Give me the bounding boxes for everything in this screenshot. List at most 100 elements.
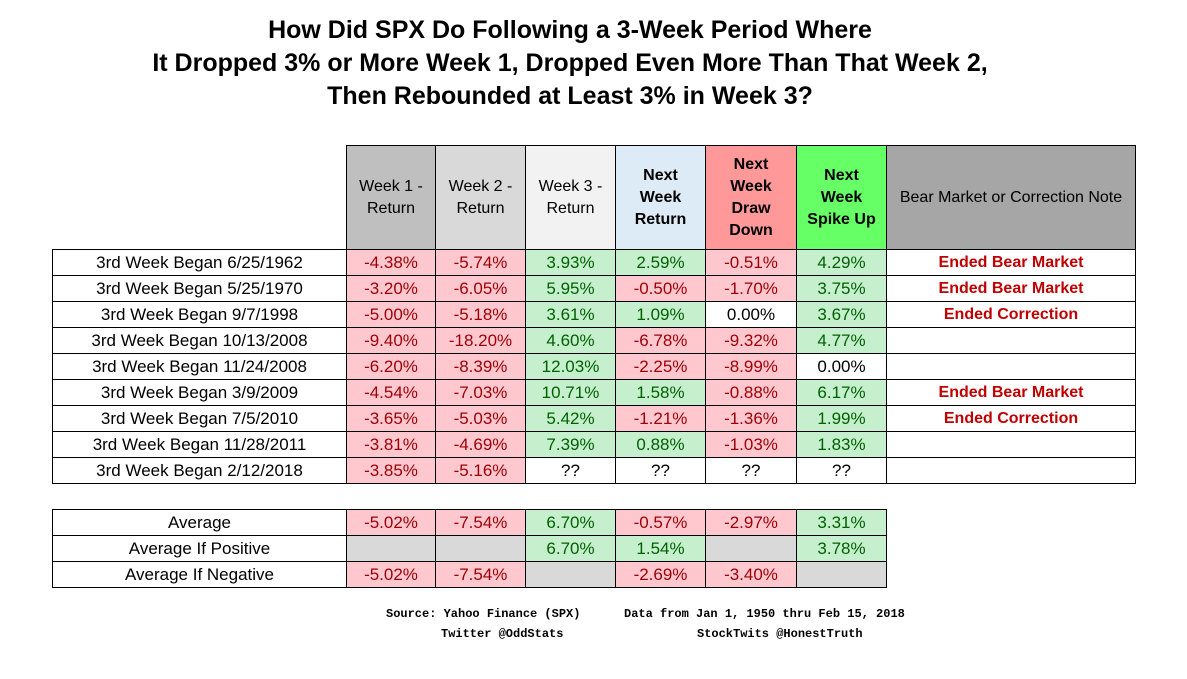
column-header-line: Down [729, 221, 773, 239]
row-label: Average [52, 509, 347, 536]
value-cell: -9.32% [705, 327, 797, 354]
row-label: 3rd Week Began 6/25/1962 [52, 249, 347, 276]
table-row: 3rd Week Began 11/28/2011 -3.81% -4.69% 7.3… [52, 431, 1136, 458]
value-cell: 3.61% [525, 301, 616, 328]
row-label: 3rd Week Began 11/28/2011 [52, 431, 347, 458]
value-cell: -1.21% [615, 405, 706, 432]
value-cell: 0.88% [615, 431, 706, 458]
value-cell: -5.16% [435, 457, 526, 484]
value-cell: 1.58% [615, 379, 706, 406]
value-cell: 3.75% [796, 275, 887, 302]
value-cell: -3.65% [346, 405, 436, 432]
value-cell: -9.40% [346, 327, 436, 354]
note-cell [886, 431, 1136, 458]
column-header: Week 1 - Return [346, 145, 436, 250]
value-cell [435, 535, 526, 562]
column-header-line: Bear Market or Correction Note [899, 188, 1123, 206]
row-label: 3rd Week Began 5/25/1970 [52, 275, 347, 302]
column-header: Next Week Draw Down [705, 145, 797, 250]
average-row: Average If Positive 6.70% 1.54% 3.78% [52, 535, 887, 562]
value-cell: ?? [705, 457, 797, 484]
value-cell: 3.67% [796, 301, 887, 328]
row-label: 3rd Week Began 10/13/2008 [52, 327, 347, 354]
table-row: 3rd Week Began 6/25/1962 -4.38% -5.74% 3.93… [52, 249, 1136, 276]
table-row: 3rd Week Began 5/25/1970 -3.20% -6.05% 5.95… [52, 275, 1136, 302]
column-header-line: Spike Up [807, 210, 876, 228]
value-cell: -7.54% [435, 561, 526, 588]
value-cell: -8.39% [435, 353, 526, 380]
column-header-line: Week 2 - [448, 177, 513, 195]
row-label: 3rd Week Began 7/5/2010 [52, 405, 347, 432]
table-row: 3rd Week Began 2/12/2018 -3.85% -5.16%????… [52, 457, 1136, 484]
value-cell: 4.60% [525, 327, 616, 354]
source-note: Source: Yahoo Finance (SPX) [386, 607, 581, 621]
note-cell: Ended Bear Market [886, 379, 1136, 406]
value-cell: -5.00% [346, 301, 436, 328]
value-cell: 3.78% [796, 535, 887, 562]
value-cell: -2.69% [615, 561, 706, 588]
average-row: Average If Negative -5.02% -7.54% -2.69% -3.… [52, 561, 887, 588]
note-cell [886, 457, 1136, 484]
table-row: 3rd Week Began 7/5/2010 -3.65% -5.03% 5.42%… [52, 405, 1136, 432]
value-cell: -5.18% [435, 301, 526, 328]
value-cell: 6.17% [796, 379, 887, 406]
row-label: 3rd Week Began 9/7/1998 [52, 301, 347, 328]
value-cell: -5.02% [346, 561, 436, 588]
value-cell: -3.40% [705, 561, 797, 588]
column-header-line: Return [634, 210, 687, 228]
value-cell: 7.39% [525, 431, 616, 458]
value-cell: 5.42% [525, 405, 616, 432]
value-cell: -3.81% [346, 431, 436, 458]
note-cell: Ended Bear Market [886, 249, 1136, 276]
value-cell [796, 561, 887, 588]
column-header-line: Return [546, 199, 595, 217]
results-table: Week 1 - Return Week 2 - Return Week 3 - Retu… [52, 145, 1136, 484]
table-row: 3rd Week Began 9/7/1998 -5.00% -5.18% 3.61%… [52, 301, 1136, 328]
value-cell: -3.85% [346, 457, 436, 484]
header-blank [52, 145, 347, 250]
table-row: 3rd Week Began 11/24/2008 -6.20% -8.39% 12.… [52, 353, 1136, 380]
table-row: 3rd Week Began 3/9/2009 -4.54% -7.03% 10.71… [52, 379, 1136, 406]
column-header-line: Return [456, 199, 505, 217]
value-cell: ?? [615, 457, 706, 484]
stocktwits-handle: StockTwits @HonestTruth [697, 627, 863, 641]
title-line: It Dropped 3% or More Week 1, Dropped Ev… [152, 49, 988, 77]
value-cell: -0.88% [705, 379, 797, 406]
row-label: Average If Positive [52, 535, 347, 562]
value-cell [525, 561, 616, 588]
value-cell: -6.05% [435, 275, 526, 302]
value-cell [705, 535, 797, 562]
value-cell: 3.31% [796, 509, 887, 536]
value-cell: 1.54% [615, 535, 706, 562]
value-cell: -4.69% [435, 431, 526, 458]
note-cell: Ended Correction [886, 301, 1136, 328]
value-cell: 10.71% [525, 379, 616, 406]
note-cell: Ended Correction [886, 405, 1136, 432]
value-cell: -7.54% [435, 509, 526, 536]
value-cell: -0.57% [615, 509, 706, 536]
value-cell: 2.59% [615, 249, 706, 276]
column-header-line: Return [366, 199, 416, 217]
title-line: How Did SPX Do Following a 3-Week Period… [268, 16, 872, 44]
value-cell: ?? [525, 457, 616, 484]
column-header: Bear Market or Correction Note [886, 145, 1136, 250]
chart-title: How Did SPX Do Following a 3-Week Period… [0, 14, 1140, 113]
column-header-line: Next [733, 155, 769, 173]
column-header-line: Week [820, 188, 863, 206]
value-cell: -5.74% [435, 249, 526, 276]
row-label: 3rd Week Began 3/9/2009 [52, 379, 347, 406]
value-cell: -0.51% [705, 249, 797, 276]
row-label: 3rd Week Began 2/12/2018 [52, 457, 347, 484]
value-cell: 12.03% [525, 353, 616, 380]
value-cell: 5.95% [525, 275, 616, 302]
value-cell: 4.77% [796, 327, 887, 354]
value-cell: -4.54% [346, 379, 436, 406]
value-cell: 0.00% [796, 353, 887, 380]
value-cell: -2.25% [615, 353, 706, 380]
value-cell: 0.00% [705, 301, 797, 328]
twitter-handle: Twitter @OddStats [441, 627, 564, 641]
row-label: Average If Negative [52, 561, 347, 588]
value-cell [346, 535, 436, 562]
value-cell: -8.99% [705, 353, 797, 380]
averages-table: Average -5.02% -7.54% 6.70% -0.57% -2.97% 3.31… [52, 509, 887, 588]
